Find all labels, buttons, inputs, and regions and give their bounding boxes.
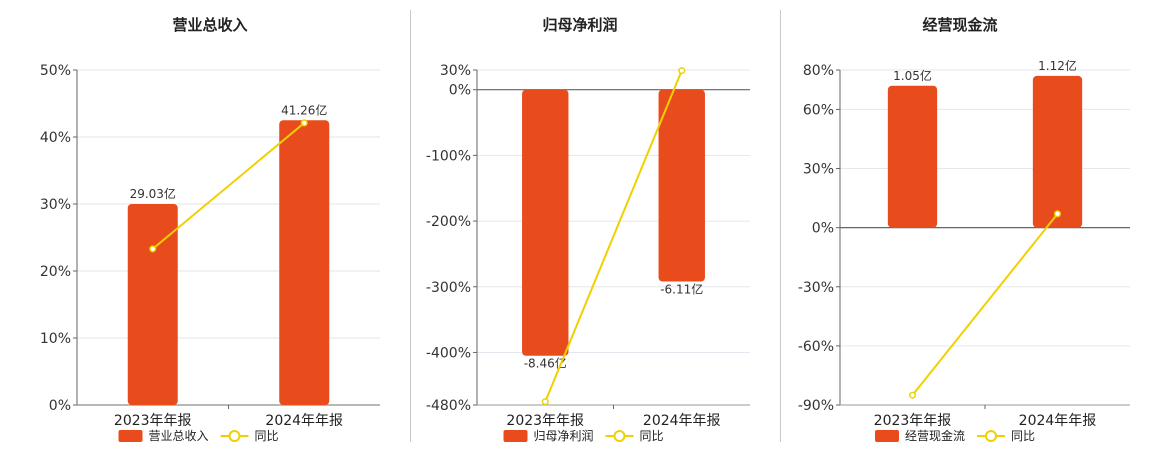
cashflow-ytick-label: 80% [803,63,834,79]
net-profit-yoy-point [541,398,549,406]
cashflow-ytick-label: 60% [803,102,834,118]
revenue-legend-line-marker [228,430,241,442]
cashflow-ytick-label: -90% [798,398,834,414]
cashflow-yoy-point [1053,210,1062,218]
revenue-ytick-label: 30% [40,197,71,213]
cashflow-legend-line-label: 同比 [1011,429,1035,443]
revenue-bar-value-label: 29.03亿 [130,186,176,201]
cashflow-ytick-label: -30% [798,280,834,296]
cashflow-bar-value-label: 1.05亿 [893,68,932,83]
cashflow-yoy-point [908,391,917,399]
net-profit-yoy-point [678,67,686,75]
net-profit-ytick-label: -400% [426,345,471,361]
cashflow-ytick-label: 0% [812,221,834,237]
net-profit-ytick-label: 30% [440,63,471,79]
net-profit-category-label: 2023年年报 [506,413,584,429]
cashflow-legend-line-marker [985,430,997,442]
revenue-bar-value-label: 41.26亿 [281,102,327,117]
panel-title-cashflow: 经营现金流 [922,16,998,34]
revenue-legend-bar-swatch [118,430,143,442]
revenue-legend-bar-label: 营业总收入 [149,429,209,443]
cashflow-legend-bar-label: 经营现金流 [905,428,965,443]
cashflow-category-label: 2023年年报 [874,413,952,429]
revenue-legend-line-label: 同比 [255,429,279,443]
net-profit-bar-value-label: -6.11亿 [660,282,703,297]
net-profit-ytick-label: 0% [449,83,471,99]
cashflow-bar [1032,75,1083,228]
net-profit-ytick-label: -480% [426,398,471,414]
net-profit-legend-line-marker [613,430,626,442]
cashflow-legend-bar-swatch [875,430,899,442]
revenue-ytick-label: 40% [40,130,71,146]
cashflow-ytick-label: 30% [803,162,834,178]
cashflow-category-label: 2024年年报 [1019,413,1097,429]
net-profit-yoy-line [544,70,683,403]
cashflow-bar-value-label: 1.12亿 [1038,58,1077,73]
revenue-ytick-label: 0% [49,398,71,414]
revenue-yoy-point [300,119,308,127]
revenue-bar [279,120,330,405]
revenue-ytick-label: 20% [40,264,71,280]
panel-title-net-profit: 归母净利润 [542,16,618,34]
net-profit-bar [658,89,705,282]
net-profit-ytick-label: -100% [426,148,471,164]
revenue-bar [127,204,178,405]
revenue-ytick-label: 50% [40,63,71,79]
net-profit-ytick-label: -200% [426,214,471,230]
revenue-category-label: 2023年年报 [114,413,192,429]
revenue-ytick-label: 10% [40,331,71,347]
net-profit-legend-bar-label: 归母净利润 [534,429,594,443]
net-profit-category-label: 2024年年报 [643,413,721,429]
cashflow-bar [887,85,938,228]
revenue-yoy-point [149,245,157,253]
panel-title-revenue: 营业总收入 [172,16,248,34]
panel-divider [780,10,781,442]
cashflow-ytick-label: -60% [798,339,834,355]
revenue-category-label: 2024年年报 [265,413,343,429]
revenue-yoy-line [152,122,305,250]
cashflow-yoy-line [911,213,1059,396]
net-profit-bar [522,89,569,356]
net-profit-ytick-label: -300% [426,280,471,296]
net-profit-legend-bar-swatch [503,430,528,442]
net-profit-legend-line-label: 同比 [640,429,664,443]
panel-divider [410,10,411,442]
net-profit-bar-value-label: -8.46亿 [524,356,567,371]
